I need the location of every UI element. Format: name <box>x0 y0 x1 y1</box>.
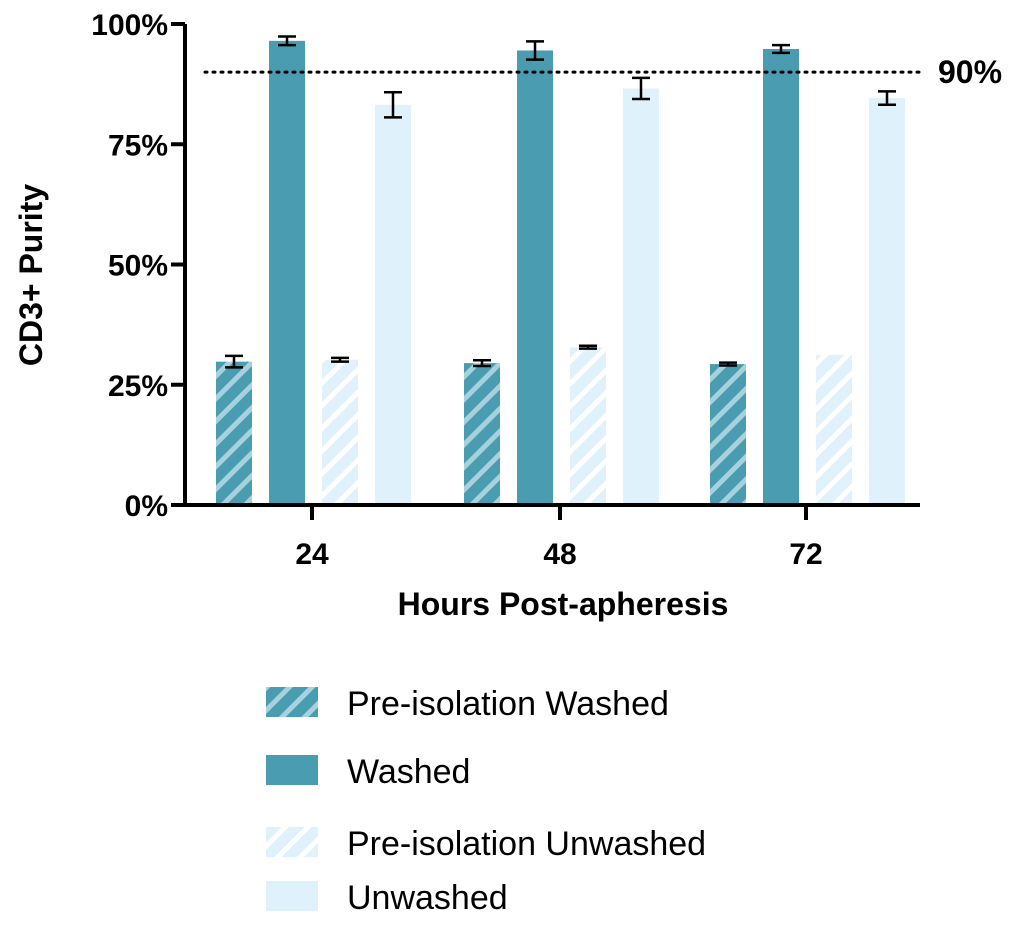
bar <box>816 354 852 505</box>
legend-label: Washed <box>347 753 470 791</box>
y-tick-label: 50% <box>108 250 168 283</box>
y-tick-label: 0% <box>125 490 168 523</box>
legend-swatch <box>266 687 318 717</box>
legend: Pre-isolation Washed Washed Pre-isolation … <box>266 685 706 917</box>
y-tick-label: 100% <box>91 9 168 42</box>
error-bars <box>225 35 896 369</box>
legend-label: Unwashed <box>347 879 508 917</box>
legend-label: Pre-isolation Washed <box>347 685 669 723</box>
bar <box>869 98 905 505</box>
y-axis-title: CD3+ Purity <box>13 184 49 366</box>
y-tick-label: 75% <box>108 129 168 162</box>
legend-swatch <box>266 755 318 785</box>
x-tick-label: 24 <box>295 538 329 571</box>
reference-line-label: 90% <box>938 54 1002 90</box>
bar <box>570 347 606 505</box>
bar <box>623 88 659 505</box>
legend-swatch <box>266 881 318 911</box>
x-tick-label: 48 <box>543 538 576 571</box>
x-axis-ticks: 24 48 72 <box>295 505 823 571</box>
bar <box>763 49 799 506</box>
bars <box>216 40 905 506</box>
bar <box>269 40 305 506</box>
bar <box>375 104 411 506</box>
y-tick-label: 25% <box>108 370 168 403</box>
bar <box>322 359 358 505</box>
bar <box>216 361 252 505</box>
y-axis-ticks: 0% 25% 50% 75% 100% <box>91 9 185 523</box>
x-tick-label: 72 <box>789 538 822 571</box>
bar <box>464 363 500 505</box>
legend-swatch <box>266 827 318 857</box>
x-axis-title: Hours Post-apheresis <box>398 586 729 622</box>
bar <box>517 50 553 505</box>
bar <box>710 364 746 505</box>
legend-label: Pre-isolation Unwashed <box>347 825 706 863</box>
